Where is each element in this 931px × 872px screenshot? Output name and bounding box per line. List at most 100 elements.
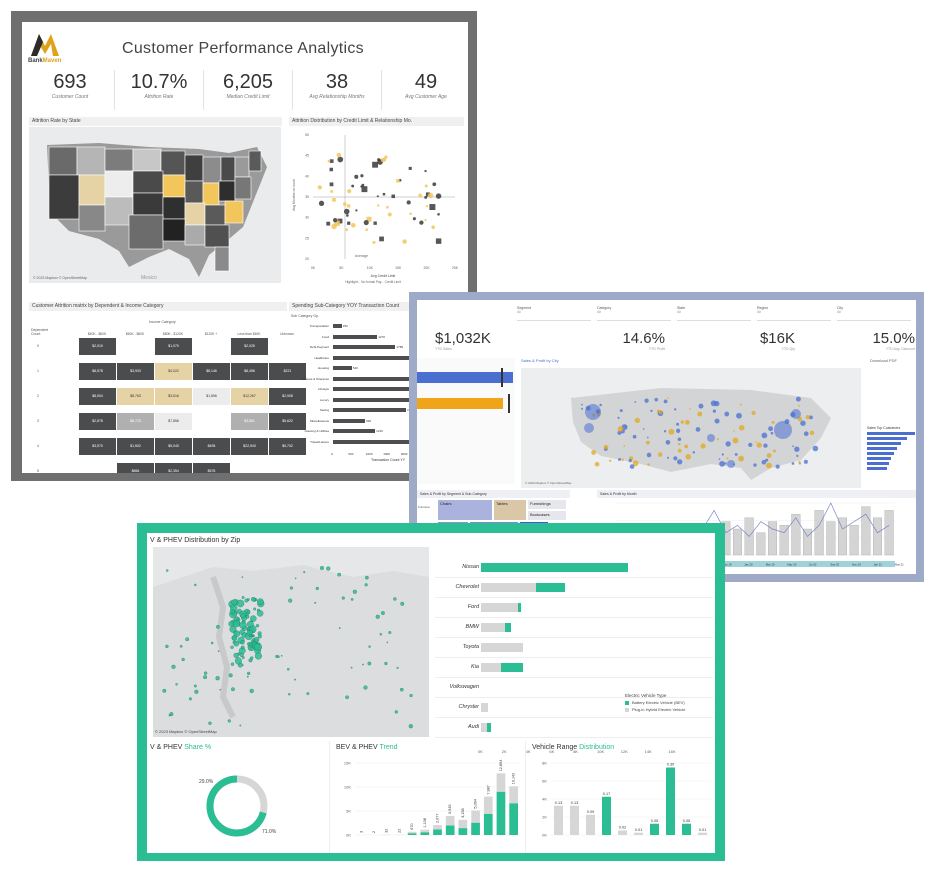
month-bar[interactable] — [849, 525, 859, 556]
ev-trend-phev-bar[interactable] — [420, 829, 430, 833]
top-customer-bar[interactable] — [867, 467, 887, 470]
ev-range-bar[interactable] — [634, 832, 643, 835]
ev-trend-bev-bar[interactable] — [496, 791, 506, 835]
treemap-cell[interactable]: Tables — [493, 499, 527, 521]
matrix-cell[interactable]: $4,022 — [155, 363, 192, 380]
month-bar[interactable] — [838, 517, 847, 556]
profit-bar-orange[interactable] — [417, 398, 503, 409]
month-bar[interactable] — [826, 521, 836, 556]
matrix-cell[interactable]: $221 — [269, 363, 306, 380]
matrix-cell[interactable]: $866 — [117, 463, 154, 473]
ev-range-bar[interactable] — [682, 823, 691, 835]
sales-bar-panel[interactable] — [417, 358, 515, 484]
matrix-cell[interactable]: $8,146 — [193, 363, 230, 380]
spend-bar[interactable] — [333, 408, 407, 412]
sales-city-map[interactable]: © 2023 Mapbox © OpenStreetMap — [521, 368, 861, 488]
spend-bar[interactable] — [333, 397, 449, 402]
ev-range-bar[interactable] — [602, 796, 611, 835]
month-bar[interactable] — [884, 510, 894, 556]
spend-bar[interactable] — [333, 376, 420, 381]
ev-range-bar[interactable] — [698, 832, 707, 835]
matrix-cell[interactable]: $8,763 — [117, 388, 154, 405]
matrix-cell[interactable]: $1,502 — [117, 438, 154, 455]
top-customer-bar[interactable] — [867, 432, 915, 435]
ev-trend-phev-bar[interactable] — [433, 825, 442, 830]
month-bar[interactable] — [803, 528, 812, 556]
matrix-cell[interactable]: $8,456 — [231, 363, 268, 380]
top-customer-bar[interactable] — [867, 452, 894, 455]
filter-dropdown[interactable]: Category All — [597, 306, 671, 321]
sales-bar-blue[interactable] — [417, 372, 513, 383]
ev-trend-bev-bar[interactable] — [407, 833, 417, 835]
ev-trend-phev-bar[interactable] — [496, 773, 506, 792]
filter-dropdown[interactable]: Segment All — [517, 306, 591, 321]
matrix-cell[interactable]: $5,040 — [155, 438, 192, 455]
ev-trend-phev-bar[interactable] — [483, 796, 493, 814]
top-customer-bar[interactable] — [867, 437, 907, 440]
matrix-cell[interactable]: $3,903 — [117, 363, 154, 380]
spend-bar[interactable] — [333, 387, 427, 391]
ev-trend-bev-bar[interactable] — [458, 828, 468, 835]
month-bar[interactable] — [791, 513, 801, 556]
top-customer-bar[interactable] — [867, 462, 889, 465]
ev-trend-bev-bar[interactable] — [433, 829, 442, 835]
phev-bar[interactable] — [481, 703, 489, 712]
matrix-cell[interactable]: $8,578 — [79, 363, 116, 380]
ev-range-bar[interactable] — [554, 805, 563, 835]
bev-bar[interactable] — [486, 723, 491, 732]
month-bar[interactable] — [873, 517, 882, 556]
matrix-cell[interactable]: $2,025 — [231, 338, 268, 355]
bev-bar[interactable] — [481, 563, 629, 572]
matrix-cell[interactable]: $495 — [193, 438, 230, 455]
spend-bar[interactable] — [333, 418, 366, 423]
ev-trend-phev-bar[interactable] — [509, 786, 518, 804]
attrition-state-map[interactable]: Mexico © 2023 Mapbox © OpenStreetMap — [29, 127, 281, 283]
matrix-cell[interactable]: $2,354 — [155, 463, 192, 473]
treemap-cell[interactable]: Furnishings — [527, 499, 567, 510]
phev-bar[interactable] — [481, 643, 523, 652]
month-bar[interactable] — [756, 532, 766, 556]
top-customers-chart[interactable] — [867, 432, 916, 477]
month-bar[interactable] — [861, 506, 871, 556]
ev-trend-bev-bar[interactable] — [471, 822, 480, 835]
treemap-cell[interactable]: Bookcases — [527, 510, 567, 521]
top-customer-bar[interactable] — [867, 442, 901, 445]
phev-bar[interactable] — [481, 663, 502, 672]
top-customer-bar[interactable] — [867, 447, 897, 450]
spend-bar[interactable] — [333, 366, 352, 370]
matrix-cell[interactable]: $1,896 — [193, 388, 230, 405]
matrix-cell[interactable]: $2,878 — [79, 413, 116, 430]
matrix-cell[interactable]: $1,970 — [155, 338, 192, 355]
filter-dropdown[interactable]: City All — [837, 306, 911, 321]
ev-trend-bev-bar[interactable] — [483, 813, 493, 835]
ev-range-bar[interactable] — [618, 830, 627, 836]
attrition-scatter-plot[interactable]: 50 45 40 35 30 25 20 0K 5K 10K 15K 20K 25K Avg Months… — [289, 127, 463, 297]
matrix-cell[interactable]: $5,702 — [269, 438, 306, 455]
treemap-cell[interactable]: Chairs — [437, 499, 493, 521]
matrix-cell[interactable]: $3,851 — [231, 413, 268, 430]
ev-zip-map[interactable]: © 2023 Mapbox © OpenStreetMap — [153, 547, 429, 737]
ev-range-bar[interactable] — [650, 823, 659, 835]
spend-bar[interactable] — [333, 334, 378, 339]
ev-brand-bar-chart[interactable]: Nissan Chevrolet Ford BMW Toyota Kia Volkswage… — [435, 563, 713, 754]
matrix-cell[interactable]: $8,723 — [117, 413, 154, 430]
spend-bar[interactable] — [333, 429, 376, 433]
ev-trend-bev-bar[interactable] — [509, 803, 518, 835]
bev-bar[interactable] — [504, 623, 512, 632]
month-bar[interactable] — [779, 525, 789, 556]
bev-bar[interactable] — [517, 603, 522, 612]
bev-bar[interactable] — [535, 583, 566, 592]
spend-bar[interactable] — [333, 345, 396, 349]
ev-range-bar[interactable] — [570, 805, 579, 835]
ev-range-chart[interactable]: 8K 6K 4K 2K 0K 0.13 0.13 0.09 0.17 0.02 0.01 0.05 0.… — [529, 755, 715, 853]
spend-bar[interactable] — [333, 439, 437, 444]
bev-bar[interactable] — [501, 663, 523, 672]
matrix-cell[interactable]: $2,908 — [269, 388, 306, 405]
filter-dropdown[interactable]: State All — [677, 306, 751, 321]
spend-bar[interactable] — [333, 324, 342, 328]
matrix-cell[interactable]: $3,570 — [79, 438, 116, 455]
matrix-cell[interactable]: $2,010 — [79, 338, 116, 355]
phev-bar[interactable] — [481, 623, 505, 632]
ev-trend-phev-bar[interactable] — [471, 810, 480, 823]
